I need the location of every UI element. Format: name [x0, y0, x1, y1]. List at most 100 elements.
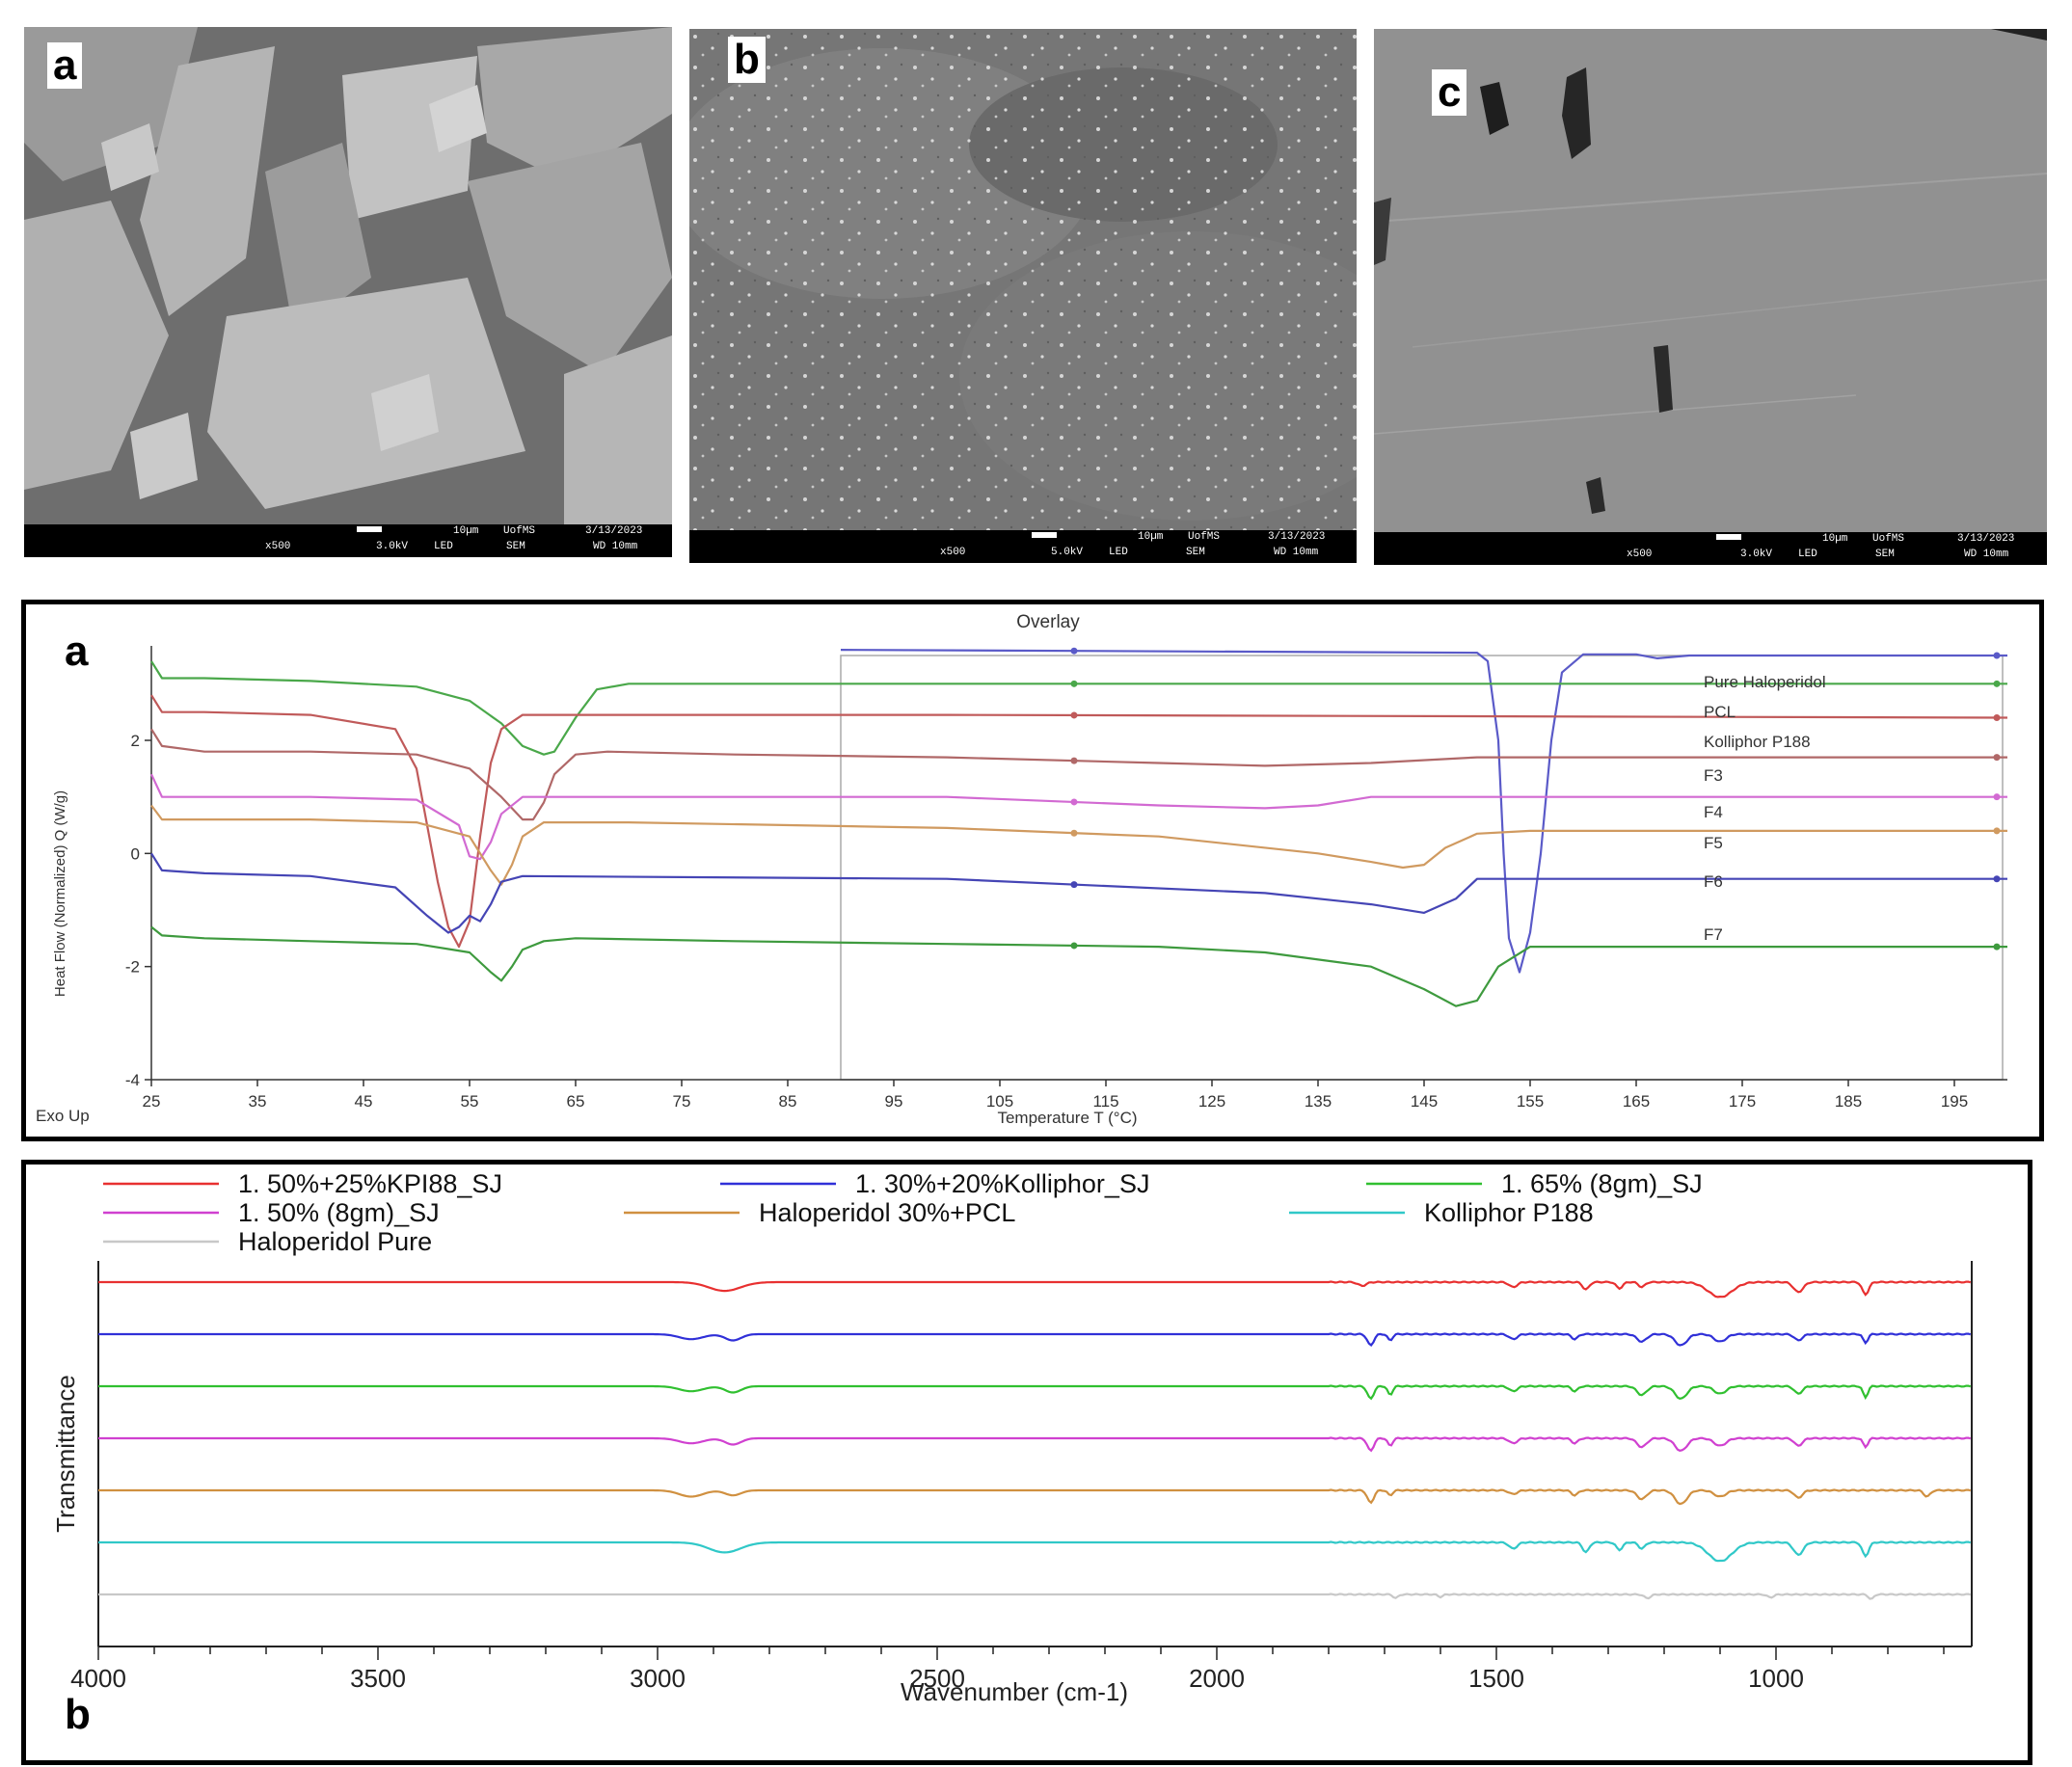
dsc-series-line-7: [150, 852, 2007, 934]
ftir-series-line-1: [98, 1280, 1972, 1298]
x-axis-label: Temperature T (°C): [997, 1109, 1137, 1127]
dsc-legend-label-3: Kolliphor P188: [1704, 733, 1811, 751]
magnification-label: x500: [940, 547, 966, 558]
sem-texture-a: [24, 27, 672, 524]
dsc-series-line-4: [150, 728, 2007, 821]
x-tick-label: 3500: [350, 1664, 406, 1693]
dsc-marker: [1993, 793, 2001, 801]
mode-label: SEM: [506, 541, 525, 552]
scale-bar: [357, 526, 382, 532]
ftir-series-line-7: [98, 1593, 1972, 1600]
ftir-series-line-6: [98, 1540, 1972, 1563]
x-tick-label: 2500: [909, 1664, 965, 1693]
working-distance-label: WD 10mm: [593, 541, 638, 552]
panel-letter-c: c: [1432, 69, 1467, 116]
ftir-series-line-4: [98, 1436, 1972, 1453]
dsc-marker: [1993, 714, 2001, 722]
dsc-marker: [1070, 942, 1078, 950]
sem-image-a: 10µm UofMS 3/13/2023 x500 3.0kV LED SEM …: [24, 27, 672, 557]
date-label: 3/13/2023: [585, 525, 643, 537]
dsc-marker: [1993, 943, 2001, 950]
y-tick-label: -2: [125, 958, 140, 977]
panel-letter-b: b: [728, 37, 766, 83]
ftir-legend: 1. 50%+25%KPI88_SJ 1. 30%+20%Kolliphor_SJ…: [103, 1169, 1703, 1256]
x-tick-label: 105: [986, 1092, 1013, 1111]
dsc-legend-label-7: F6: [1704, 872, 1723, 891]
y-tick-label: 2: [131, 732, 140, 750]
x-tick-label: 85: [779, 1092, 797, 1111]
dsc-series-line-2: [150, 660, 2007, 756]
mode-label: SEM: [1875, 549, 1895, 560]
dsc-series-line-3: [150, 694, 2008, 949]
detector-label: LED: [434, 541, 453, 552]
detector-label: LED: [1109, 547, 1128, 558]
voltage-label: 3.0kV: [1740, 549, 1773, 560]
x-tick-label: 1000: [1748, 1664, 1804, 1693]
x-tick-label: 175: [1729, 1092, 1756, 1111]
dsc-marker: [1993, 680, 2001, 687]
ftir-series-line-3: [98, 1384, 1972, 1401]
panel-letter-dsc: a: [65, 628, 89, 675]
ftir-legend-label-4: 1. 50% (8gm)_SJ: [238, 1198, 440, 1227]
y-axis-label: Transmittance: [51, 1375, 80, 1533]
voltage-label: 5.0kV: [1051, 547, 1084, 558]
x-tick-label: 55: [461, 1092, 479, 1111]
dsc-legend-label-6: F5: [1704, 834, 1723, 852]
dsc-marker: [1993, 875, 2001, 883]
x-tick-label: 135: [1305, 1092, 1332, 1111]
x-tick-label: 2000: [1189, 1664, 1245, 1693]
dsc-marker: [1993, 652, 2001, 659]
dsc-legend-label-8: F7: [1704, 925, 1723, 944]
chart-title: Overlay: [1016, 612, 1080, 632]
dsc-chart-frame: a Overlay Heat Flow (Normalized) Q (W/g)…: [21, 600, 2044, 1141]
dsc-series-line-1: [840, 649, 2007, 974]
x-tick-label: 95: [885, 1092, 903, 1111]
sem-info-bar-c: 10µm UofMS 3/13/2023 x500 3.0kV LED SEM …: [1374, 532, 2047, 565]
dsc-series-line-8: [150, 925, 2007, 1007]
dsc-legend-label-5: F4: [1704, 803, 1723, 821]
x-tick-label: 115: [1092, 1092, 1118, 1111]
y-axis-label: Heat Flow (Normalized) Q (W/g): [52, 790, 68, 997]
date-label: 3/13/2023: [1957, 533, 2015, 545]
y-tick-label: -4: [125, 1071, 140, 1089]
date-label: 3/13/2023: [1268, 531, 1326, 543]
sem-info-bar-b: 10µm UofMS 3/13/2023 x500 5.0kV LED SEM …: [689, 530, 1357, 563]
panel-letter-a: a: [47, 42, 83, 89]
dsc-chart: a Overlay Heat Flow (Normalized) Q (W/g)…: [36, 612, 2008, 1127]
dsc-legend-label-2: PCL: [1704, 703, 1736, 721]
dsc-legend-box: [840, 655, 2004, 1081]
sem-image-c: 10µm UofMS 3/13/2023 x500 3.0kV LED SEM …: [1374, 29, 2047, 565]
mode-label: SEM: [1186, 547, 1205, 558]
dsc-marker: [1070, 881, 1078, 889]
sem-texture-c: [1374, 29, 2047, 532]
panel-letter-ftir: b: [65, 1691, 91, 1738]
x-tick-label: 165: [1623, 1092, 1650, 1111]
ftir-legend-label-6: Kolliphor P188: [1424, 1198, 1594, 1227]
dsc-plot-area: 25 35 45 55 65 75 85 95 105 115 125 135 145 155 165 175…: [125, 646, 2008, 1111]
dsc-marker: [1993, 754, 2001, 762]
dsc-marker: [1070, 829, 1078, 837]
dsc-marker: [1070, 711, 1078, 719]
scale-label: 10µm: [453, 525, 479, 537]
ftir-legend-label-2: 1. 30%+20%Kolliphor_SJ: [855, 1169, 1149, 1198]
sem-info-bar-a: 10µm UofMS 3/13/2023 x500 3.0kV LED SEM …: [24, 524, 672, 557]
ftir-chart-frame: b Transmittance Wavenumber (cm-1) 1. 50%…: [21, 1160, 2032, 1765]
dsc-marker: [1070, 647, 1078, 655]
x-tick-label: 145: [1411, 1092, 1438, 1111]
exo-up-label: Exo Up: [36, 1107, 90, 1125]
dsc-series-line-6: [150, 804, 2007, 886]
working-distance-label: WD 10mm: [1964, 549, 2009, 560]
org-label: UofMS: [503, 525, 536, 537]
x-tick-label: 195: [1941, 1092, 1968, 1111]
ftir-series-line-2: [98, 1332, 1972, 1347]
ftir-series-line-5: [98, 1488, 1972, 1506]
x-tick-label: 65: [567, 1092, 585, 1111]
x-tick-label: 1500: [1468, 1664, 1524, 1693]
ftir-legend-label-5: Haloperidol 30%+PCL: [759, 1198, 1015, 1227]
scale-label: 10µm: [1822, 533, 1848, 545]
dsc-marker: [1993, 827, 2001, 835]
sem-image-b: 10µm UofMS 3/13/2023 x500 5.0kV LED SEM …: [689, 29, 1357, 563]
x-tick-label: 185: [1835, 1092, 1862, 1111]
scale-label: 10µm: [1138, 531, 1164, 543]
x-tick-label: 155: [1517, 1092, 1544, 1111]
